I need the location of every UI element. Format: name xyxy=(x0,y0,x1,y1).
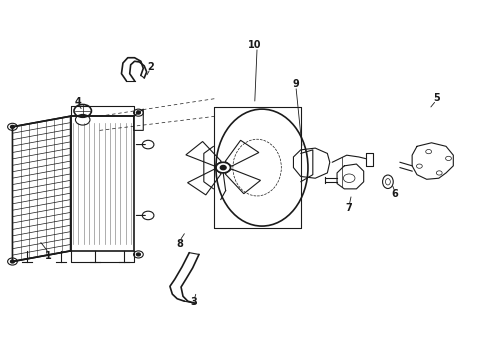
Text: 8: 8 xyxy=(176,239,183,249)
Text: 2: 2 xyxy=(147,62,154,72)
Circle shape xyxy=(10,125,14,128)
Text: 4: 4 xyxy=(74,97,81,107)
Circle shape xyxy=(137,253,140,256)
Text: 6: 6 xyxy=(392,189,398,199)
Text: 1: 1 xyxy=(46,251,52,261)
Text: 9: 9 xyxy=(293,79,299,89)
Text: 7: 7 xyxy=(346,203,352,213)
Text: 5: 5 xyxy=(433,94,440,103)
Text: 10: 10 xyxy=(248,40,262,50)
Circle shape xyxy=(220,166,226,170)
Circle shape xyxy=(137,111,140,114)
Text: 3: 3 xyxy=(191,297,197,307)
Circle shape xyxy=(10,260,14,263)
